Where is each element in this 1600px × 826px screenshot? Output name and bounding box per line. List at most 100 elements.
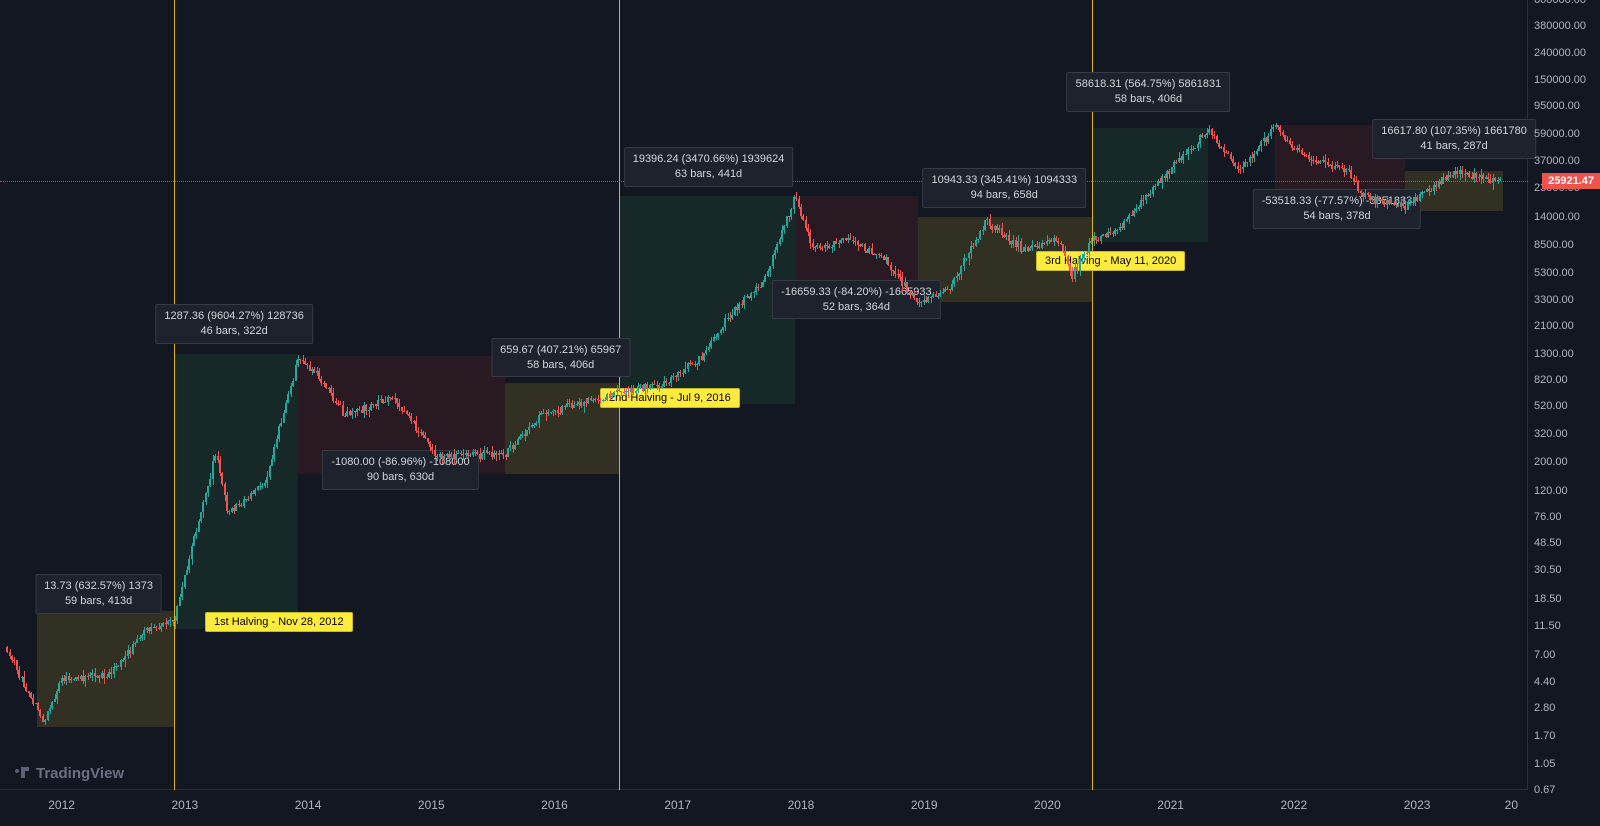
- candle-body: [44, 720, 46, 722]
- candle-body: [613, 392, 615, 395]
- candle-body: [1133, 211, 1135, 215]
- candle-body: [769, 266, 771, 270]
- candle-body: [1216, 136, 1218, 143]
- candle-body: [122, 660, 124, 661]
- y-tick: 18.50: [1534, 593, 1562, 605]
- price-axis[interactable]: 600000.00380000.00240000.00150000.009500…: [1528, 0, 1600, 790]
- time-axis[interactable]: 2012201320142015201620172018201920202021…: [0, 790, 1528, 826]
- candle-body: [670, 377, 672, 383]
- candle-body: [261, 486, 263, 487]
- candle-body: [113, 667, 115, 674]
- candle-body: [23, 677, 25, 687]
- y-tick: 2.80: [1534, 702, 1555, 714]
- y-tick: 600000.00: [1534, 0, 1586, 6]
- candle-body: [722, 327, 724, 329]
- measure-tooltip[interactable]: -53518.33 (-77.57%) -535183354 bars, 378…: [1253, 189, 1421, 229]
- tradingview-logo-icon: [14, 764, 32, 782]
- candle-body: [1270, 129, 1272, 136]
- halving-label[interactable]: 1st Halving - Nov 28, 2012: [205, 612, 353, 632]
- measure-tooltip[interactable]: 1287.36 (9604.27%) 12873646 bars, 322d: [155, 304, 312, 344]
- halving-label[interactable]: 3rd Halving - May 11, 2020: [1036, 251, 1185, 271]
- candle-body: [661, 386, 663, 388]
- candle-body: [965, 258, 967, 259]
- candle-body: [805, 220, 807, 229]
- candle-body: [1407, 202, 1409, 210]
- candle-body: [753, 292, 755, 293]
- candle-body: [200, 512, 202, 521]
- candle-body: [51, 702, 53, 708]
- measure-tooltip[interactable]: 16617.80 (107.35%) 166178041 bars, 287d: [1372, 119, 1536, 159]
- candle-body: [772, 255, 774, 266]
- candle-body: [1464, 174, 1466, 175]
- candle-body: [750, 293, 752, 297]
- x-tick: 2016: [541, 798, 568, 812]
- candle-body: [247, 499, 249, 500]
- candle-body: [16, 660, 18, 670]
- candle-body: [1022, 251, 1024, 252]
- candle-body: [960, 266, 962, 274]
- candle-body: [188, 559, 190, 570]
- candle-body: [1182, 154, 1184, 160]
- candle-body: [124, 656, 126, 660]
- x-tick: 2013: [171, 798, 198, 812]
- x-tick: 2017: [664, 798, 691, 812]
- candle-body: [809, 232, 811, 244]
- y-tick: 14000.00: [1534, 211, 1580, 223]
- y-tick: 0.67: [1534, 784, 1555, 796]
- y-tick: 380000.00: [1534, 20, 1586, 32]
- candle-body: [205, 493, 207, 502]
- y-tick: 59000.00: [1534, 128, 1580, 140]
- candle-body: [684, 369, 686, 373]
- candle-body: [106, 677, 108, 679]
- candle-wick: [1037, 241, 1038, 250]
- candle-body: [89, 675, 91, 676]
- candle-body: [937, 296, 939, 297]
- candle-body: [141, 635, 143, 638]
- candle-body: [120, 660, 122, 667]
- candle-body: [1149, 194, 1151, 196]
- candle-body: [287, 394, 289, 403]
- y-tick: 48.50: [1534, 537, 1562, 549]
- candle-body: [1116, 230, 1118, 231]
- x-tick: 2023: [1404, 798, 1431, 812]
- candle-body: [942, 292, 944, 294]
- candle-body: [235, 504, 237, 511]
- candle-body: [635, 391, 637, 393]
- candle-body: [958, 274, 960, 276]
- candle-body: [1197, 144, 1199, 148]
- measure-tooltip[interactable]: 19396.24 (3470.66%) 193962463 bars, 441d: [624, 147, 794, 187]
- candle-body: [264, 483, 266, 486]
- candle-body: [295, 365, 297, 381]
- candle-body: [838, 243, 840, 244]
- measure-tooltip[interactable]: 659.67 (407.21%) 6596758 bars, 406d: [491, 338, 630, 378]
- y-tick: 120.00: [1534, 485, 1568, 497]
- chart-plot-area[interactable]: 1st Halving - Nov 28, 20122nd Halving - …: [0, 0, 1528, 790]
- candle-body: [139, 638, 141, 639]
- candle-body: [266, 477, 268, 483]
- candle-body: [221, 473, 223, 484]
- y-tick: 3300.00: [1534, 294, 1574, 306]
- measure-tooltip[interactable]: 10943.33 (345.41%) 109433394 bars, 658d: [922, 168, 1086, 208]
- candle-body: [611, 396, 613, 399]
- candle-body: [179, 597, 181, 605]
- candle-body: [143, 630, 145, 635]
- candle-body: [384, 402, 386, 403]
- candle-body: [132, 644, 134, 654]
- candle-body: [1267, 136, 1269, 142]
- candle-body: [1135, 209, 1137, 211]
- y-tick: 7.00: [1534, 649, 1555, 661]
- measure-tooltip[interactable]: 58618.31 (564.75%) 586183158 bars, 406d: [1067, 72, 1231, 112]
- candle-body: [776, 244, 778, 250]
- candle-body: [1419, 194, 1421, 200]
- measure-tooltip[interactable]: 13.73 (632.57%) 137359 bars, 413d: [35, 574, 162, 614]
- candle-body: [415, 421, 417, 430]
- candle-body: [1272, 127, 1274, 128]
- candle-body: [1319, 161, 1321, 163]
- candle-body: [1258, 146, 1260, 151]
- candle-body: [1204, 135, 1206, 137]
- candle-body: [731, 315, 733, 318]
- candle-body: [956, 276, 958, 279]
- candle-body: [39, 710, 41, 717]
- candle-body: [342, 405, 344, 416]
- candle-body: [1256, 151, 1258, 154]
